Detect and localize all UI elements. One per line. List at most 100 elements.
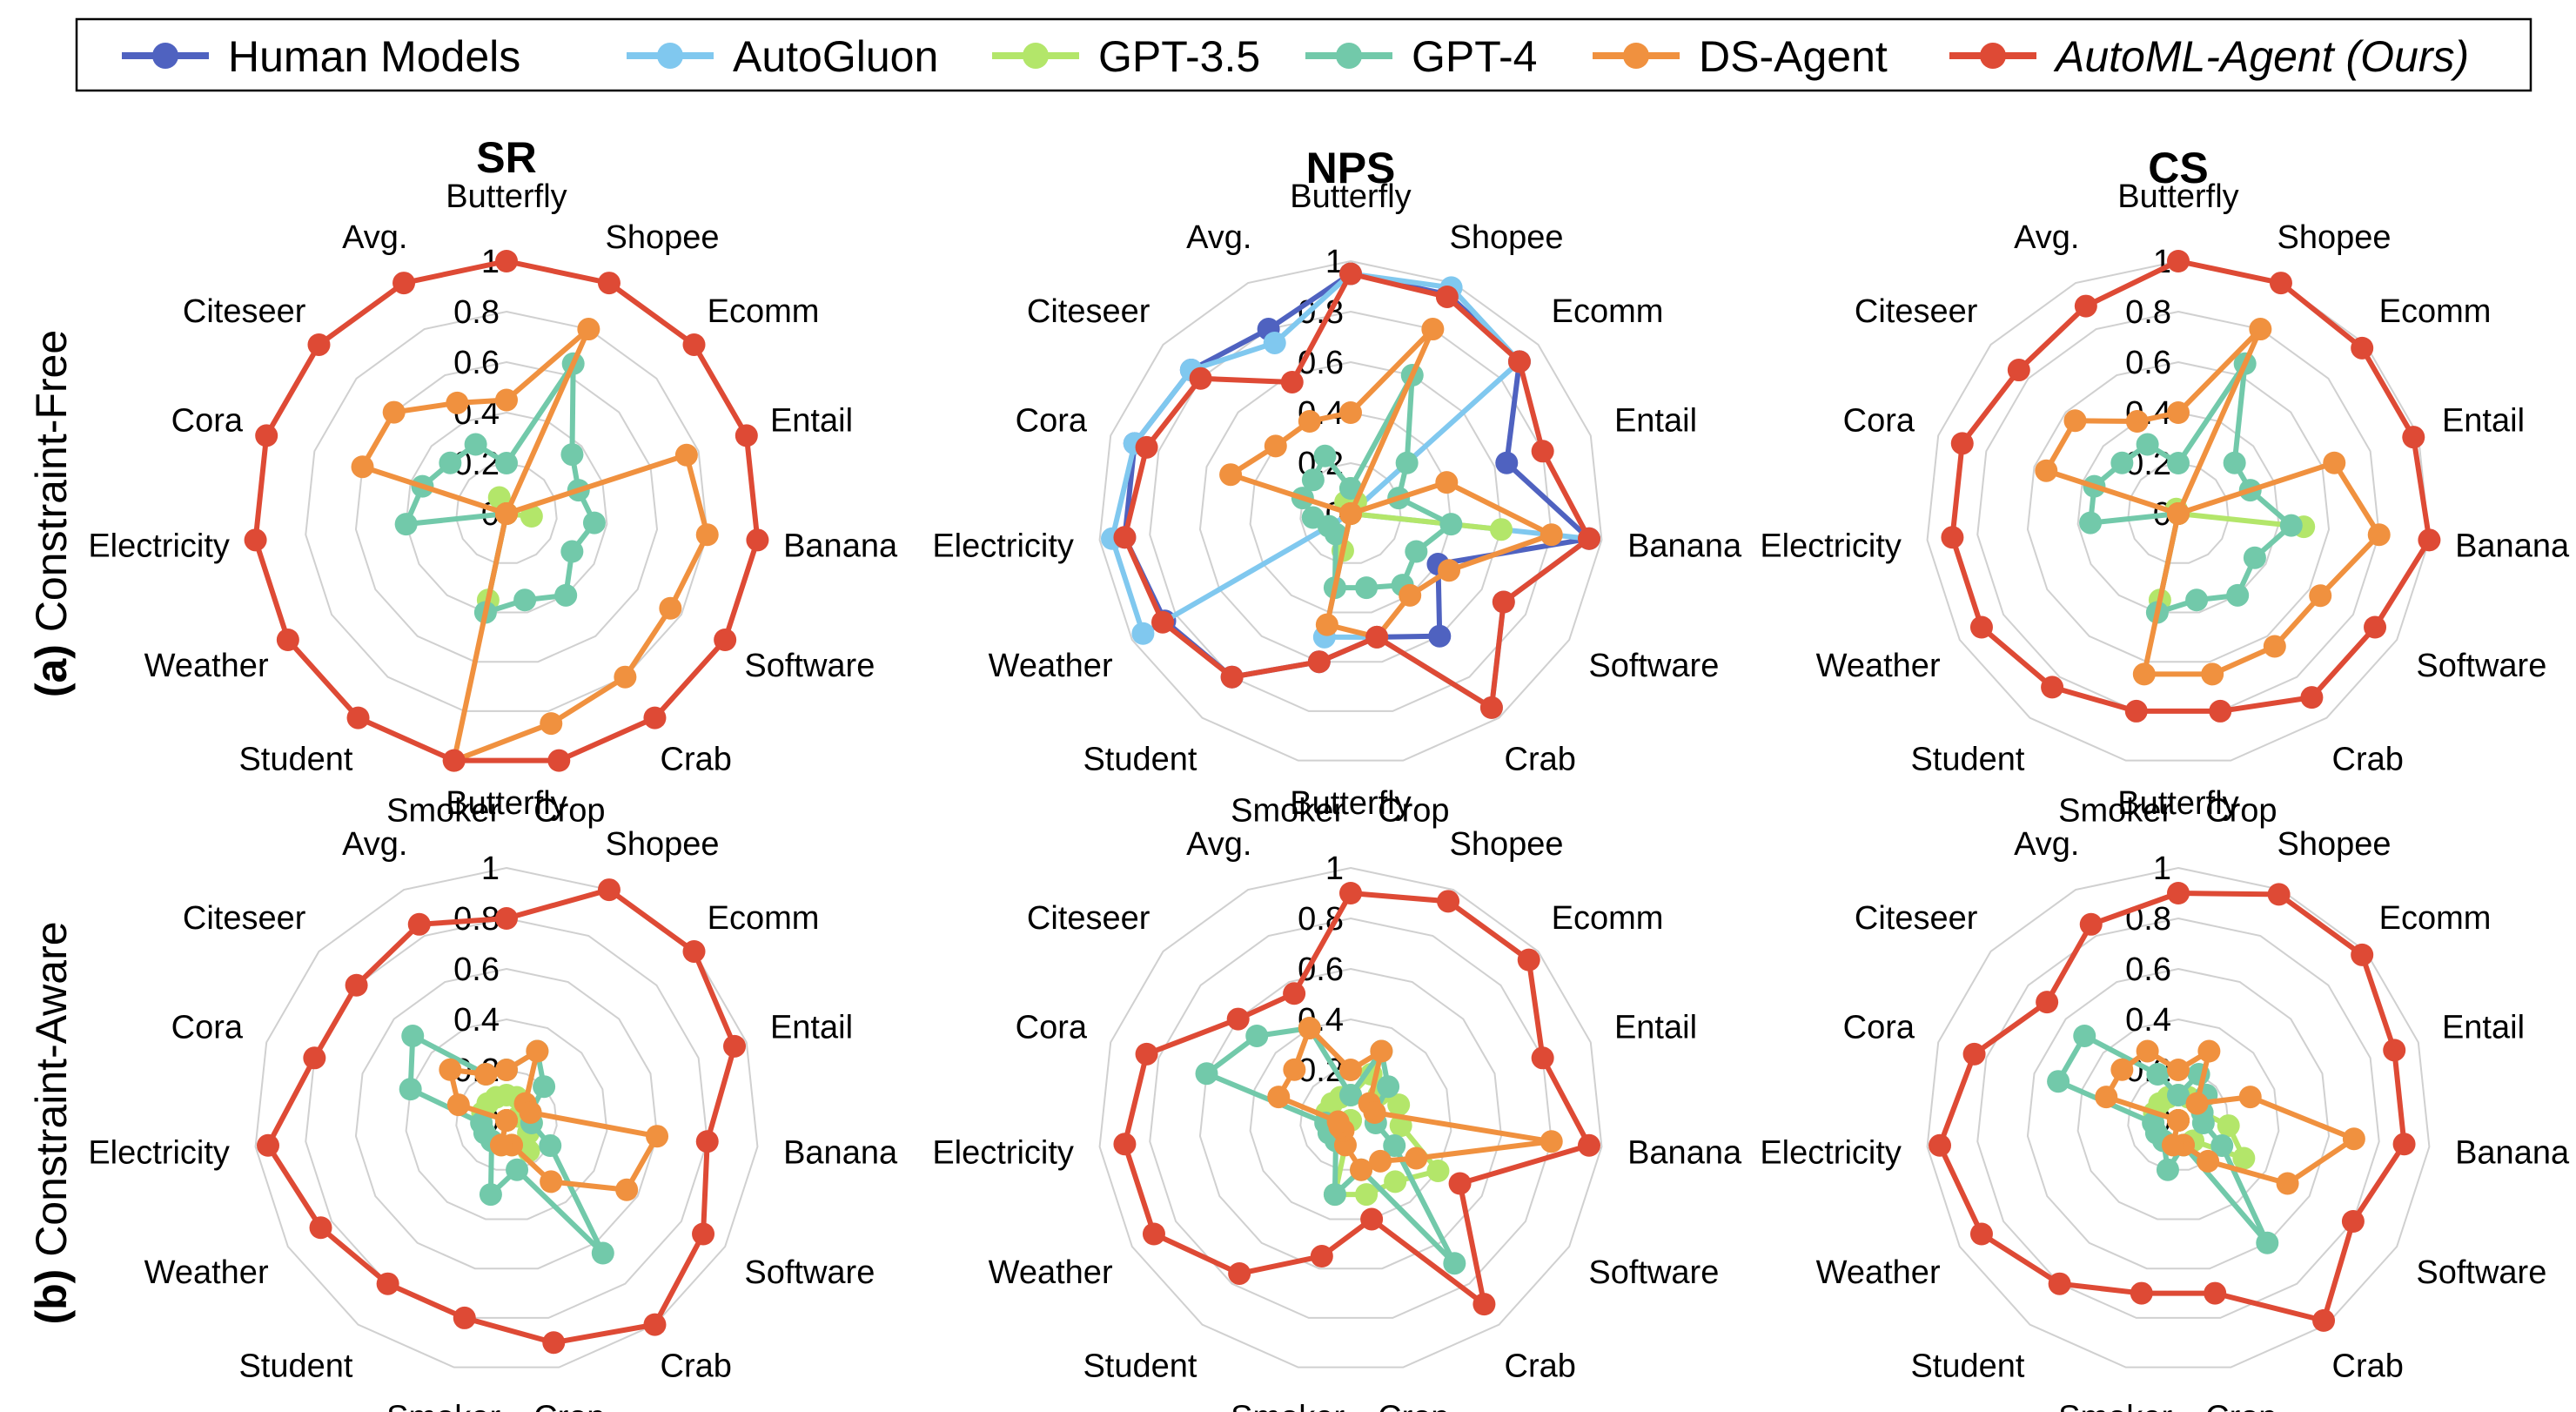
axis-label-smoker: Smoker: [386, 792, 500, 829]
axis-label-electricity: Electricity: [932, 1134, 1074, 1171]
series-ds-agent: [439, 1039, 669, 1201]
axis-label-weather: Weather: [989, 1254, 1113, 1291]
radar-panel-a-constraint-free-cs: 00.20.40.60.81ButterflyShopeeEcommEntail…: [1760, 178, 2570, 829]
grid-ring: [1098, 866, 1603, 1368]
data-point: [2232, 1146, 2256, 1170]
axis-label-crop: Crop: [533, 1399, 605, 1412]
axis-label-entail: Entail: [1614, 402, 1697, 439]
data-point: [257, 1133, 280, 1157]
data-point: [2167, 452, 2190, 474]
data-point: [2383, 1039, 2406, 1062]
data-point: [2167, 250, 2190, 272]
data-point: [495, 1059, 518, 1081]
legend-label-2: GPT-3.5: [1098, 32, 1260, 81]
legend-marker-4: [1623, 43, 1649, 69]
axis-label-crab: Crab: [2332, 742, 2404, 778]
data-point: [591, 1241, 614, 1265]
axis-label-avg: Avg.: [1186, 219, 1251, 256]
data-point: [1387, 1093, 1411, 1117]
series-ds-agent: [1267, 1017, 1563, 1181]
legend-marker-5: [1980, 43, 2006, 69]
axis-label-shopee: Shopee: [2277, 826, 2392, 863]
series-ds-agent: [351, 318, 719, 772]
tick-label: 1: [2153, 851, 2171, 887]
tick-label: 0.8: [2125, 294, 2171, 331]
grid-ring: [305, 310, 708, 712]
axis-label-crab: Crab: [1505, 742, 1576, 778]
data-point: [479, 1183, 502, 1207]
data-point: [582, 511, 606, 535]
axis-label-software: Software: [1588, 1254, 1719, 1291]
data-point: [1439, 513, 1463, 536]
data-point: [2279, 514, 2303, 537]
tick-label: 0.6: [453, 345, 500, 381]
axis-label-crop: Crop: [2205, 792, 2277, 829]
data-point: [2191, 1112, 2215, 1135]
axis-label-ecomm: Ecomm: [2379, 293, 2492, 330]
data-point: [540, 712, 563, 736]
data-point: [2309, 584, 2332, 608]
axis-label-electricity: Electricity: [1760, 528, 1902, 564]
data-point: [1142, 1222, 1165, 1246]
axis-label-crab: Crab: [661, 1348, 732, 1385]
axis-label-crop: Crop: [2205, 1399, 2277, 1412]
axis-label-cora: Cora: [171, 1009, 244, 1046]
data-point: [351, 455, 374, 479]
data-point: [2185, 588, 2209, 612]
axis-label-cora: Cora: [1016, 402, 1088, 439]
data-point: [2197, 1039, 2221, 1063]
data-point: [2073, 1024, 2096, 1047]
data-point: [506, 1158, 529, 1181]
axis-label-avg: Avg.: [342, 826, 407, 863]
tick-label: 1: [1325, 851, 1344, 887]
grid-ring: [1198, 360, 1503, 663]
data-point: [2210, 1134, 2234, 1157]
data-point: [394, 513, 418, 536]
data-point: [495, 388, 518, 412]
data-point: [2124, 699, 2148, 723]
data-point: [2161, 1133, 2184, 1157]
data-point: [2167, 502, 2190, 525]
axis-label-student: Student: [1083, 742, 1197, 778]
axis-label-smoker: Smoker: [1231, 1399, 1345, 1412]
series-line: [407, 1032, 606, 1256]
data-point: [2263, 635, 2286, 658]
data-point: [1969, 1222, 1993, 1246]
data-point: [1435, 285, 1459, 308]
data-point: [1941, 526, 1964, 549]
axis-label-weather: Weather: [1816, 1254, 1941, 1291]
legend: Human Models AutoGluon GPT-3.5 GPT-4 DS-…: [75, 17, 2532, 92]
series-line: [359, 326, 710, 763]
data-point: [1280, 370, 1304, 393]
tick-label: 0.6: [2125, 951, 2171, 988]
data-point: [577, 318, 600, 341]
axis-label-avg: Avg.: [342, 219, 407, 256]
tick-label: 0.8: [453, 294, 500, 331]
data-point: [723, 1034, 747, 1058]
axis-label-cora: Cora: [1843, 1009, 1915, 1046]
data-point: [1219, 463, 1243, 487]
radar-panel-b-constraint-aware-sr: 00.20.40.60.81ButterflyShopeeEcommEntail…: [88, 785, 898, 1412]
data-point: [735, 424, 758, 447]
grid-ring: [1149, 917, 1553, 1319]
axis-label-entail: Entail: [2442, 1009, 2525, 1046]
grid-ring: [2076, 1018, 2280, 1220]
data-point: [2223, 451, 2246, 474]
grid-ring: [1926, 866, 2431, 1368]
data-point: [345, 973, 368, 997]
axis-label-shopee: Shopee: [606, 219, 720, 256]
data-point: [464, 433, 487, 456]
tick-label: 0.4: [2125, 1002, 2171, 1039]
data-point: [1395, 451, 1419, 474]
axis-label-entail: Entail: [770, 402, 853, 439]
data-point: [1472, 1293, 1496, 1316]
legend-item-automl-agent: AutoML-Agent (Ours): [1949, 32, 2469, 81]
data-point: [2110, 1058, 2134, 1081]
data-point: [2201, 662, 2224, 686]
data-point: [695, 1130, 719, 1153]
data-point: [2418, 528, 2441, 552]
data-point: [2392, 1133, 2416, 1156]
axis-label-butterfly: Butterfly: [446, 178, 567, 215]
series-line: [265, 887, 738, 1346]
data-point: [346, 706, 370, 730]
